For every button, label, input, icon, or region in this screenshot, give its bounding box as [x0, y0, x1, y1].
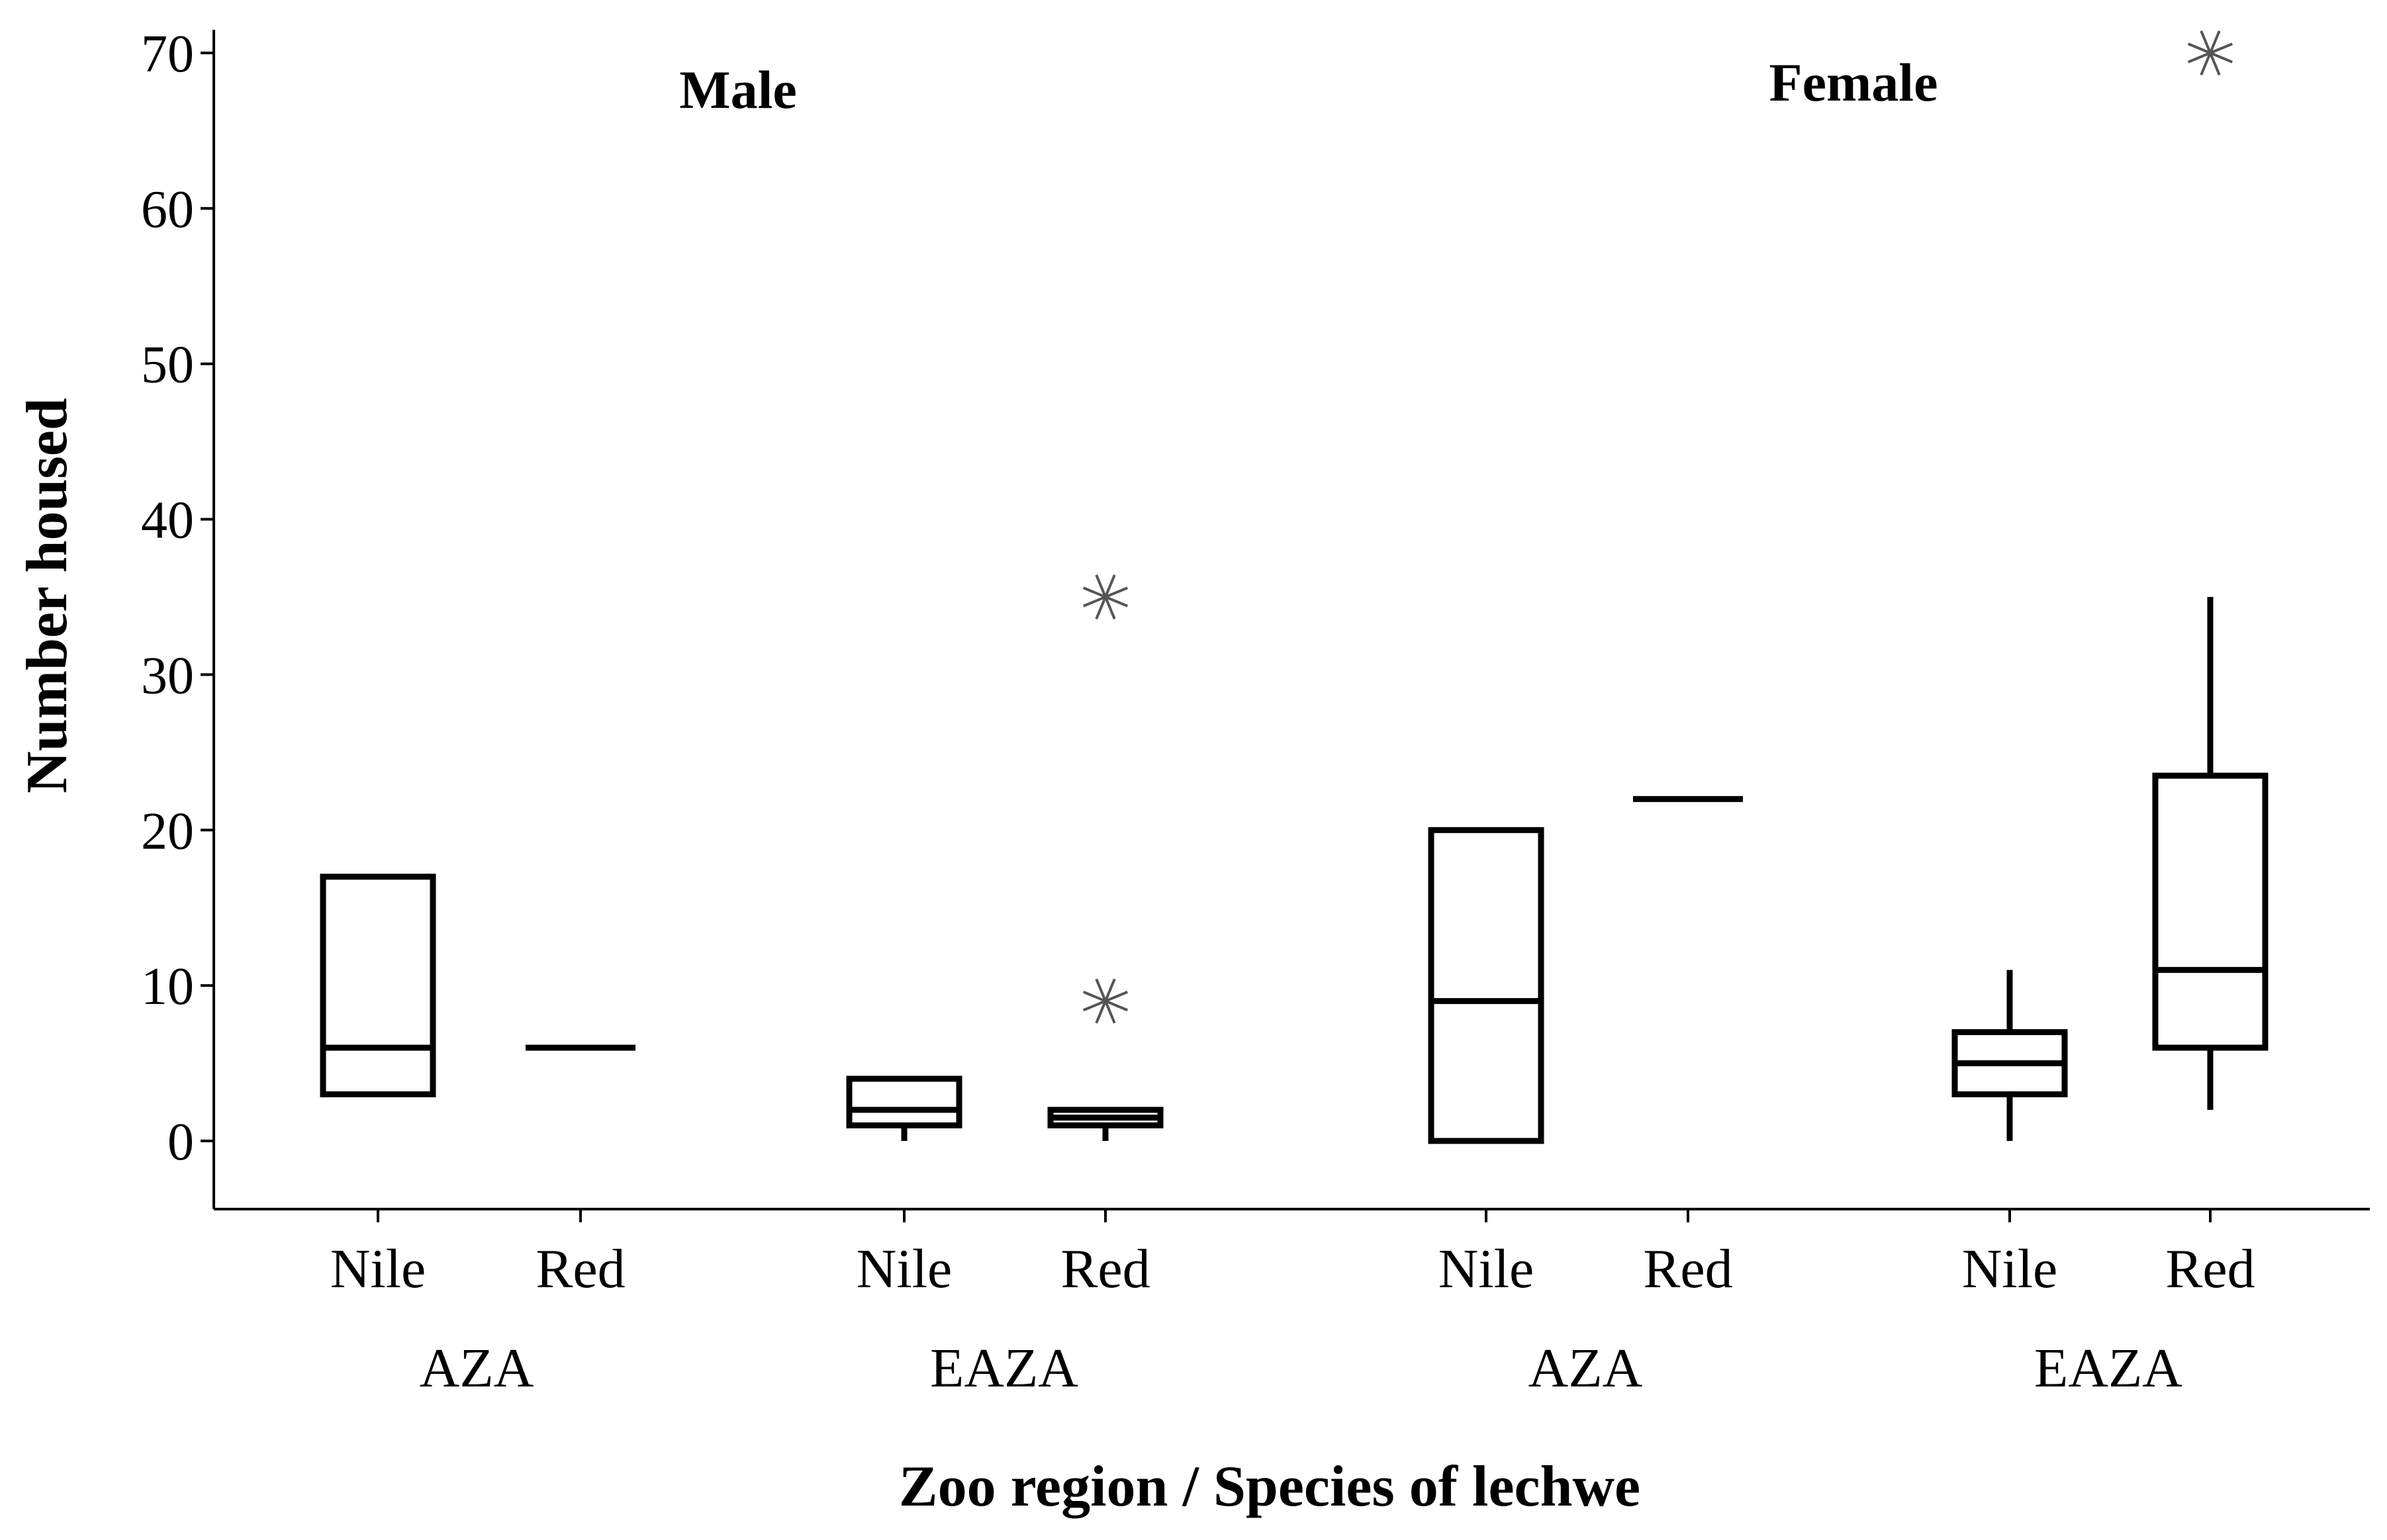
box-female-aza-nile: [1428, 827, 1544, 1144]
y-tick-label: 0: [167, 1113, 194, 1171]
region-label: EAZA: [2034, 1337, 2182, 1399]
species-label: Nile: [330, 1238, 426, 1300]
panel-label-male: Male: [679, 60, 797, 120]
box-female-eaza-red: [2152, 30, 2269, 1110]
x-axis-label: Zoo region / Species of lechwe: [899, 1455, 1640, 1519]
y-tick-label: 10: [141, 958, 194, 1016]
box-iqr: [1428, 827, 1544, 1144]
outlier-stroke: [2187, 42, 2233, 64]
y-tick-label: 50: [141, 336, 194, 394]
species-label: Nile: [1438, 1238, 1534, 1300]
species-label: Red: [2165, 1238, 2255, 1300]
box-female-eaza-nile: [1951, 970, 2068, 1141]
outlier-point: [2187, 30, 2233, 76]
box-male-eaza-red: [1047, 574, 1164, 1141]
y-tick-label: 40: [141, 492, 194, 550]
species-label: Nile: [1962, 1238, 2058, 1300]
y-axis-label: Number housed: [15, 398, 79, 793]
box-male-aza-nile: [320, 874, 436, 1098]
box-iqr: [2152, 772, 2269, 1051]
y-tick-label: 70: [141, 25, 194, 83]
labels: Number housed Zoo region / Species of le…: [15, 52, 1938, 1519]
species-label: Red: [1643, 1238, 1732, 1300]
outlier-point: [1082, 574, 1129, 620]
panel-label-female: Female: [1769, 52, 1938, 113]
box-iqr: [320, 874, 436, 1098]
region-label: AZA: [420, 1337, 534, 1399]
outlier-stroke: [1082, 991, 1129, 1012]
region-label: AZA: [1528, 1337, 1643, 1399]
species-label: Red: [536, 1238, 625, 1300]
species-label: Red: [1060, 1238, 1150, 1300]
box-iqr: [846, 1075, 962, 1129]
y-tick-label: 30: [141, 647, 194, 705]
y-tick-label: 60: [141, 181, 194, 239]
plot-area: [320, 30, 2269, 1144]
species-label: Nile: [857, 1238, 953, 1300]
outlier-point: [1082, 978, 1129, 1024]
outlier-stroke: [1082, 586, 1129, 608]
box-male-eaza-nile: [846, 1075, 962, 1141]
y-tick-label: 20: [141, 802, 194, 860]
region-label: EAZA: [930, 1337, 1078, 1399]
